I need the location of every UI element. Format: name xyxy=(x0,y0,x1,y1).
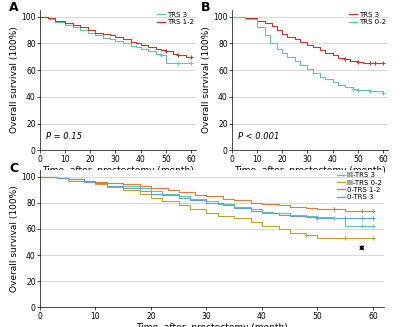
X-axis label: Time  after  proctectomy (month): Time after proctectomy (month) xyxy=(42,166,194,175)
Y-axis label: Overall survival (100%): Overall survival (100%) xyxy=(10,27,18,133)
Legend: TRS 3, TRS 1-2: TRS 3, TRS 1-2 xyxy=(156,11,195,26)
X-axis label: Time  after  proctectomy (month): Time after proctectomy (month) xyxy=(136,323,288,327)
Text: P < 0.001: P < 0.001 xyxy=(238,131,280,141)
Y-axis label: Overall survival (100%): Overall survival (100%) xyxy=(202,27,210,133)
Text: P = 0.15: P = 0.15 xyxy=(46,131,82,141)
Y-axis label: Overall survival (100%): Overall survival (100%) xyxy=(10,185,18,292)
Text: A: A xyxy=(9,1,18,14)
X-axis label: Time  after  proctectomy (month): Time after proctectomy (month) xyxy=(234,166,386,175)
Text: B: B xyxy=(201,1,210,14)
Legend: TRS 3, TRS 0-2: TRS 3, TRS 0-2 xyxy=(348,11,387,26)
Legend: III-TRS 3, III-TRS 0-2, 0-TRS 1-2, 0-TRS 3: III-TRS 3, III-TRS 0-2, 0-TRS 1-2, 0-TRS… xyxy=(336,171,383,201)
Text: C: C xyxy=(9,162,18,175)
